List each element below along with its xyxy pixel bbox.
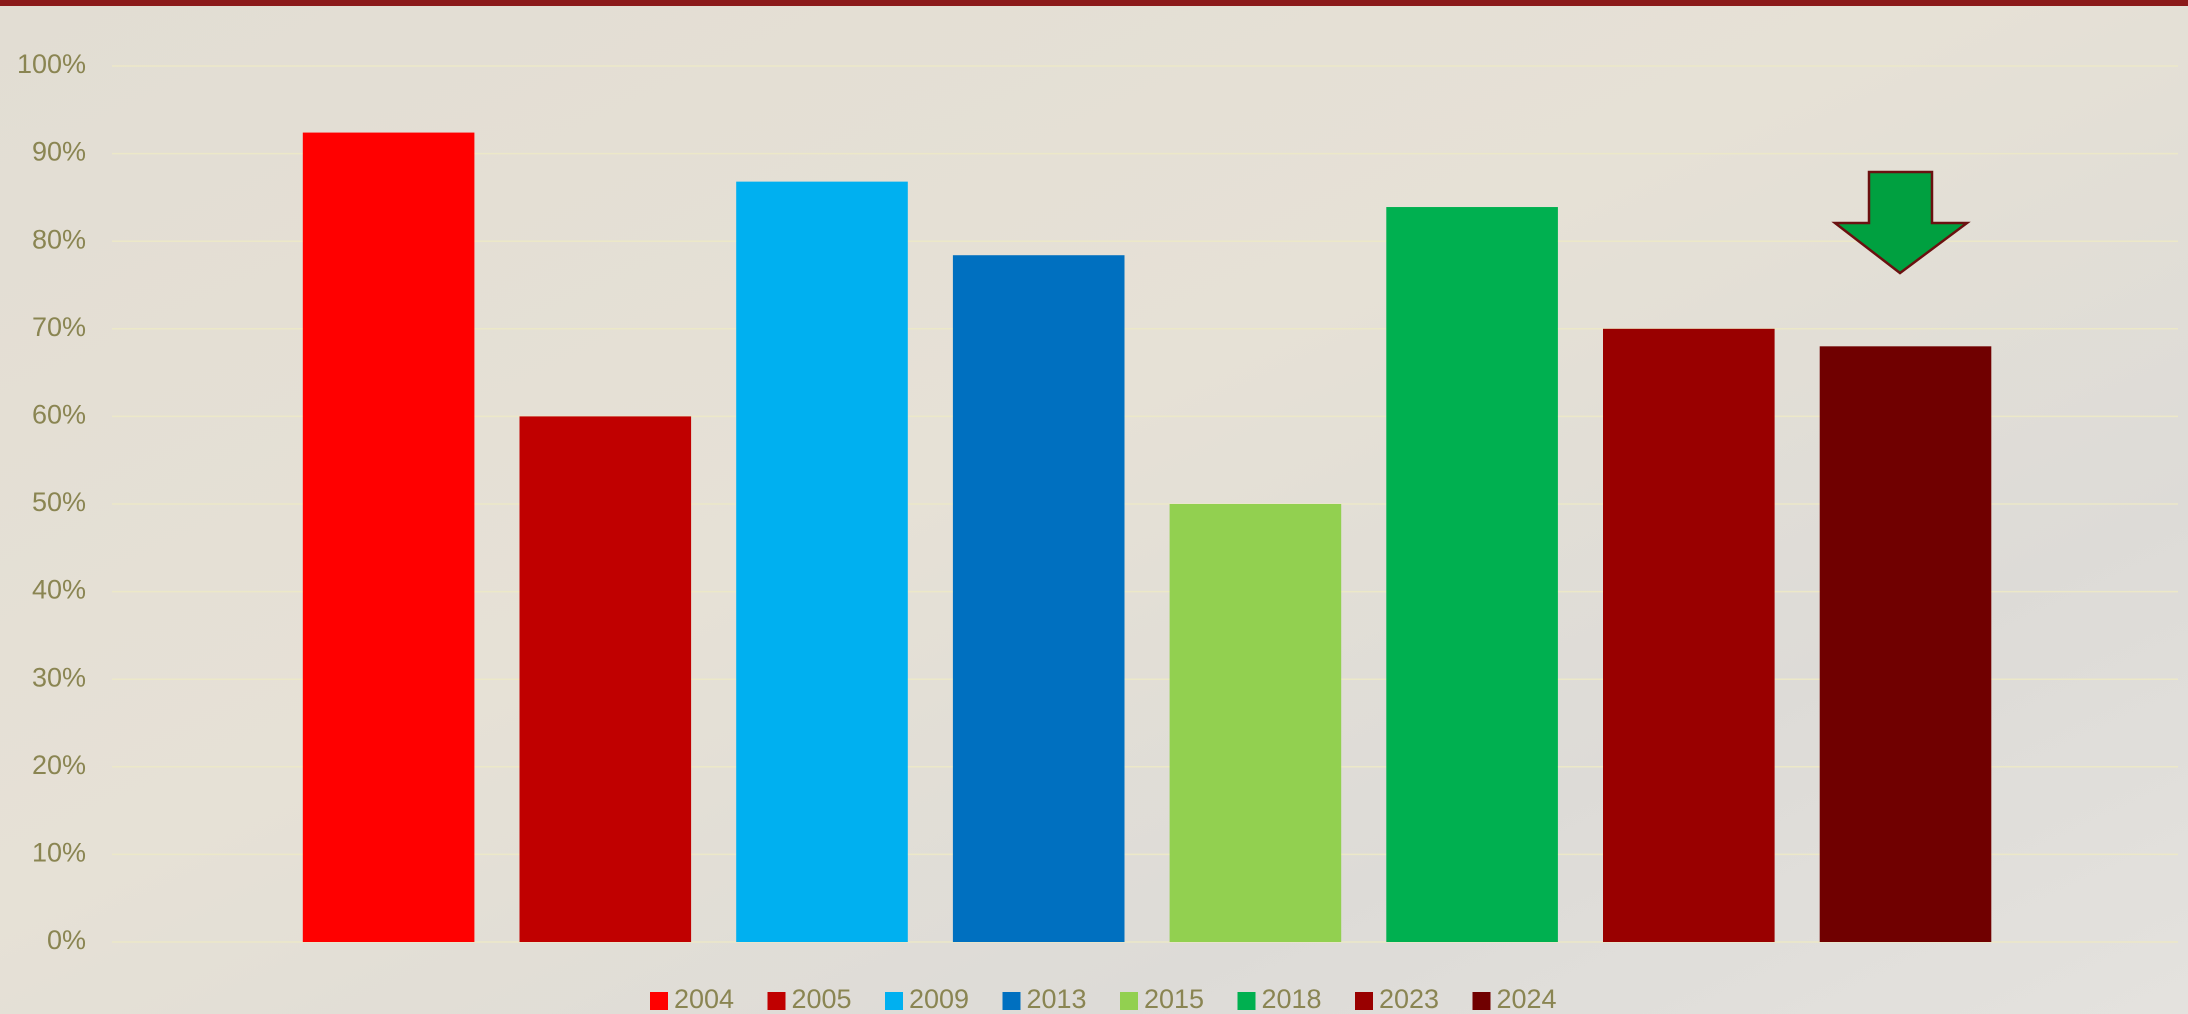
y-tick-label: 90% xyxy=(32,137,86,167)
legend-swatch xyxy=(1472,992,1491,1010)
legend-label: 2018 xyxy=(1262,984,1322,1014)
bar xyxy=(736,181,908,942)
y-tick-label: 60% xyxy=(32,400,86,430)
y-tick-label: 0% xyxy=(47,925,86,955)
legend-swatch xyxy=(767,992,786,1010)
legend-label: 2024 xyxy=(1497,984,1557,1014)
plot-area: 0% 10% 20% 30% 40% 50% 60% 70% 80% 90% 100% 2004 200… xyxy=(17,49,2178,1014)
legend-swatch xyxy=(1120,992,1138,1010)
legend-swatch xyxy=(1355,992,1373,1010)
legend-swatch xyxy=(1002,992,1021,1010)
y-tick-label: 10% xyxy=(32,838,86,868)
y-tick-label: 100% xyxy=(17,49,86,79)
legend-swatch xyxy=(885,992,903,1010)
y-tick-label: 80% xyxy=(32,224,86,254)
legend-label: 2005 xyxy=(792,984,852,1014)
bar xyxy=(952,255,1125,942)
y-tick-label: 30% xyxy=(32,662,86,692)
bar xyxy=(1169,504,1342,942)
legend-swatch xyxy=(1237,992,1256,1010)
legend-label: 2013 xyxy=(1027,984,1087,1014)
y-tick-label: 50% xyxy=(32,487,86,517)
bar xyxy=(1819,346,1992,942)
legend-label: 2015 xyxy=(1144,984,1204,1014)
y-tick-label: 20% xyxy=(32,750,86,780)
y-tick-label: 70% xyxy=(32,312,86,342)
bar xyxy=(302,132,475,943)
bar xyxy=(1386,207,1558,942)
arrow-annotation xyxy=(1831,170,1971,275)
legend-swatch xyxy=(650,992,668,1010)
top-border xyxy=(0,0,2188,6)
y-tick-label: 40% xyxy=(32,575,86,605)
bar xyxy=(519,416,692,942)
legend-label: 2023 xyxy=(1379,984,1439,1014)
bar xyxy=(1603,328,1775,942)
legend-label: 2004 xyxy=(674,984,734,1014)
legend-label: 2009 xyxy=(909,984,969,1014)
